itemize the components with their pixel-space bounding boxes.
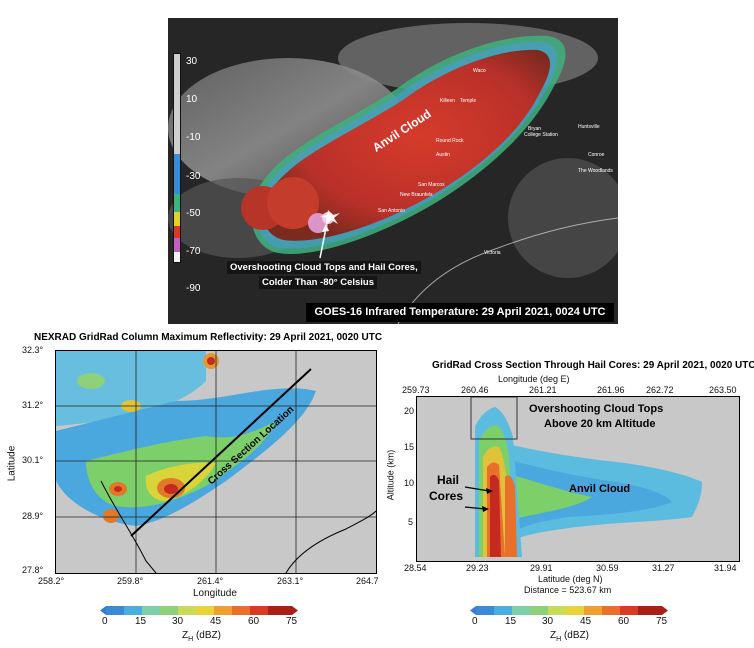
map-y-tick: 27.8° [22, 565, 44, 575]
map-xlabel: Longitude [193, 588, 237, 599]
hail-annotation-line1: Hail [437, 473, 460, 487]
cbar-tick: 60 [618, 616, 630, 627]
cbar-tick: 15 [505, 616, 517, 627]
cbar-label: ZH (dBZ) [550, 630, 589, 643]
cross-ylabel: Altitude (km) [385, 449, 396, 501]
cross-colorbar [470, 602, 668, 615]
cbar-tick: 45 [210, 616, 222, 627]
city-label: San Marcos [418, 182, 445, 188]
reflectivity-field [56, 351, 376, 573]
cbar-tick: 15 [135, 616, 147, 627]
hail-annotation-line2: Cores [429, 489, 464, 503]
cbar-label: ZH (dBZ) [182, 630, 221, 643]
city-label: Temple [460, 98, 477, 104]
map-x-tick: 263.1° [277, 576, 304, 586]
city-label: New Braunfels [400, 192, 433, 198]
satellite-scene [168, 18, 618, 324]
cbar-tick: 30 [172, 616, 184, 627]
overshoot-annotation-line1: Overshooting Cloud Tops [529, 403, 664, 415]
bottom-tick: 31.27 [652, 563, 675, 573]
cross-section-title: GridRad Cross Section Through Hail Cores… [432, 360, 754, 371]
cbar-tick: 30 [542, 616, 554, 627]
map-x-tick: 261.4° [197, 576, 224, 586]
bottom-tick: 29.23 [466, 563, 489, 573]
cbar-tick: 75 [656, 616, 668, 627]
cross-section-line [130, 368, 312, 537]
sat-cbar-tick: 30 [186, 56, 198, 67]
city-label: Killeen [440, 98, 456, 104]
map-ylabel: Latitude [6, 445, 18, 482]
cbar-tick: 0 [472, 616, 478, 627]
cbar-tick: 0 [102, 616, 108, 627]
city-label: Round Rock [436, 138, 464, 144]
city-label: Austin [436, 152, 450, 158]
map-y-tick: 28.9° [22, 511, 44, 521]
sat-cbar-tick: 10 [186, 94, 198, 105]
distance-label: Distance = 523.67 km [524, 585, 612, 595]
city-label: Waco [473, 68, 486, 74]
bottom-tick: 29.91 [530, 563, 553, 573]
city-label: Bryan [528, 126, 542, 132]
cross-y-tick: 20 [404, 406, 415, 416]
top-tick: 261.21 [529, 385, 557, 395]
sat-cbar-tick: -50 [186, 208, 201, 219]
sat-annotation-line1: Overshooting Cloud Tops and Hail Cores, [227, 261, 421, 274]
map-x-tick: 264.7 [356, 576, 379, 586]
map-x-tick: 259.8° [117, 576, 144, 586]
city-label: Victoria [484, 250, 501, 256]
top-tick: 263.50 [709, 385, 737, 395]
city-label: College Station [524, 132, 558, 138]
cross-y-tick: 10 [404, 478, 415, 488]
cross-section-plot: Overshooting Cloud Tops Above 20 km Alti… [416, 396, 740, 562]
reflectivity-map: Cross Section Location [55, 350, 377, 574]
cbar-tick: 45 [580, 616, 592, 627]
cross-xlabel: Latitude (deg N) [538, 574, 603, 584]
reflectivity-colorbar [100, 602, 298, 615]
sat-cbar-tick: -10 [186, 132, 201, 143]
top-tick: 262.72 [646, 385, 674, 395]
sat-cbar-tick: -90 [186, 283, 201, 294]
map-y-tick: 30.1° [22, 455, 44, 465]
overshoot-annotation-line2: Above 20 km Altitude [544, 418, 656, 430]
map-x-tick: 258.2° [38, 576, 65, 586]
top-tick: 261.96 [597, 385, 625, 395]
map-y-tick: 32.3° [22, 345, 44, 355]
satellite-caption: GOES-16 Infrared Temperature: 29 April 2… [306, 303, 614, 322]
city-label: The Woodlands [578, 168, 613, 174]
sat-annotation-line2: Colder Than -80° Celsius [259, 276, 378, 289]
city-label: San Antonio [378, 208, 405, 214]
top-tick: 259.73 [402, 385, 430, 395]
bottom-tick: 31.94 [714, 563, 737, 573]
reflectivity-title: NEXRAD GridRad Column Maximum Reflectivi… [34, 332, 383, 343]
sat-cbar-tick: -70 [186, 246, 201, 257]
cross-y-tick: 15 [404, 442, 415, 452]
sat-cbar-tick: -30 [186, 171, 201, 182]
top-axis-label: Longitude (deg E) [498, 374, 570, 384]
city-label: Conroe [588, 152, 605, 158]
cbar-tick: 75 [286, 616, 298, 627]
top-tick: 260.46 [461, 385, 489, 395]
satellite-image: 30 10 -10 -30 -50 -70 -90 Waco Killeen T… [168, 18, 618, 324]
cross-y-tick: 5 [408, 517, 414, 527]
map-y-tick: 31.2° [22, 400, 44, 410]
bottom-tick: 28.54 [404, 563, 427, 573]
cross-section-field [464, 397, 702, 557]
cross-anvil-label: Anvil Cloud [569, 483, 631, 495]
bottom-tick: 30.59 [596, 563, 619, 573]
annotation-arrow [319, 227, 327, 259]
city-label: Huntsville [578, 124, 600, 130]
cbar-tick: 60 [248, 616, 260, 627]
